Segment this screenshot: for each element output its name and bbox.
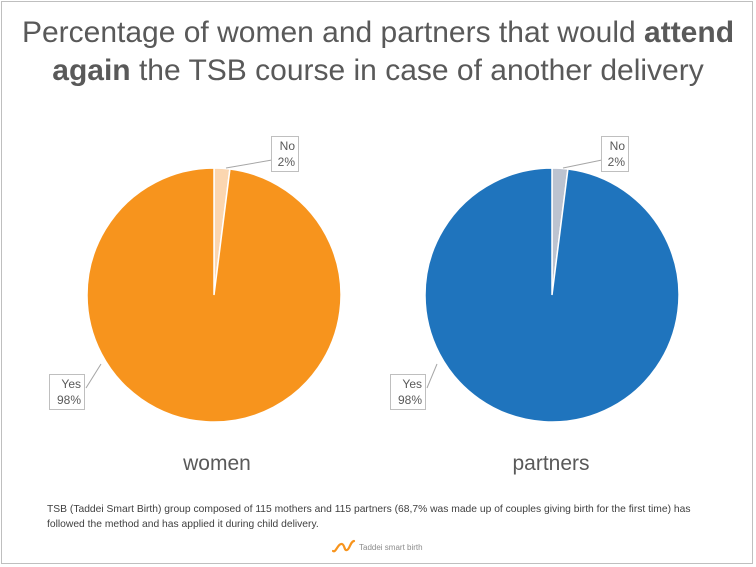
label-partners-yes-value: 98%: [397, 393, 422, 407]
logo: Taddei smart birth: [332, 537, 423, 557]
label-women-no: No 2%: [271, 136, 299, 172]
pie-women-title: women: [183, 452, 251, 475]
logo-text: Taddei smart birth: [359, 542, 423, 552]
title-text-2: the TSB course in case of another delive…: [130, 54, 704, 87]
pie-women-leader-line-no: [225, 159, 273, 169]
pie-partners-title: partners: [512, 452, 590, 475]
label-women-yes: Yes 98%: [49, 374, 85, 410]
label-women-no-category: No: [279, 139, 295, 153]
label-partners-no-value: 2%: [607, 155, 625, 169]
pie-partners-slice-yes: [424, 167, 680, 423]
title-bold-attend: attend: [644, 16, 735, 49]
label-women-no-value: 2%: [277, 155, 295, 169]
label-partners-yes-category: Yes: [402, 377, 422, 391]
footnote: TSB (Taddei Smart Birth) group composed …: [47, 504, 691, 530]
label-partners-no-category: No: [609, 139, 625, 153]
logo-wave-icon: [332, 539, 356, 553]
label-partners-no: No 2%: [601, 136, 629, 172]
pie-partners-leader-line-no: [562, 159, 603, 169]
title-text-1: Percentage of women and partners that wo…: [21, 16, 645, 49]
title-bold-again: again: [52, 54, 131, 87]
label-women-yes-value: 98%: [56, 393, 81, 407]
pie-women-slice-yes: [86, 167, 342, 423]
label-partners-yes: Yes 98%: [390, 374, 426, 410]
label-women-yes-category: Yes: [61, 377, 81, 391]
pie-partners-leader-line-yes: [426, 363, 438, 389]
chart-title: Percentage of women and partners that wo…: [10, 14, 746, 90]
pie-women-leader-line-yes: [85, 363, 102, 389]
